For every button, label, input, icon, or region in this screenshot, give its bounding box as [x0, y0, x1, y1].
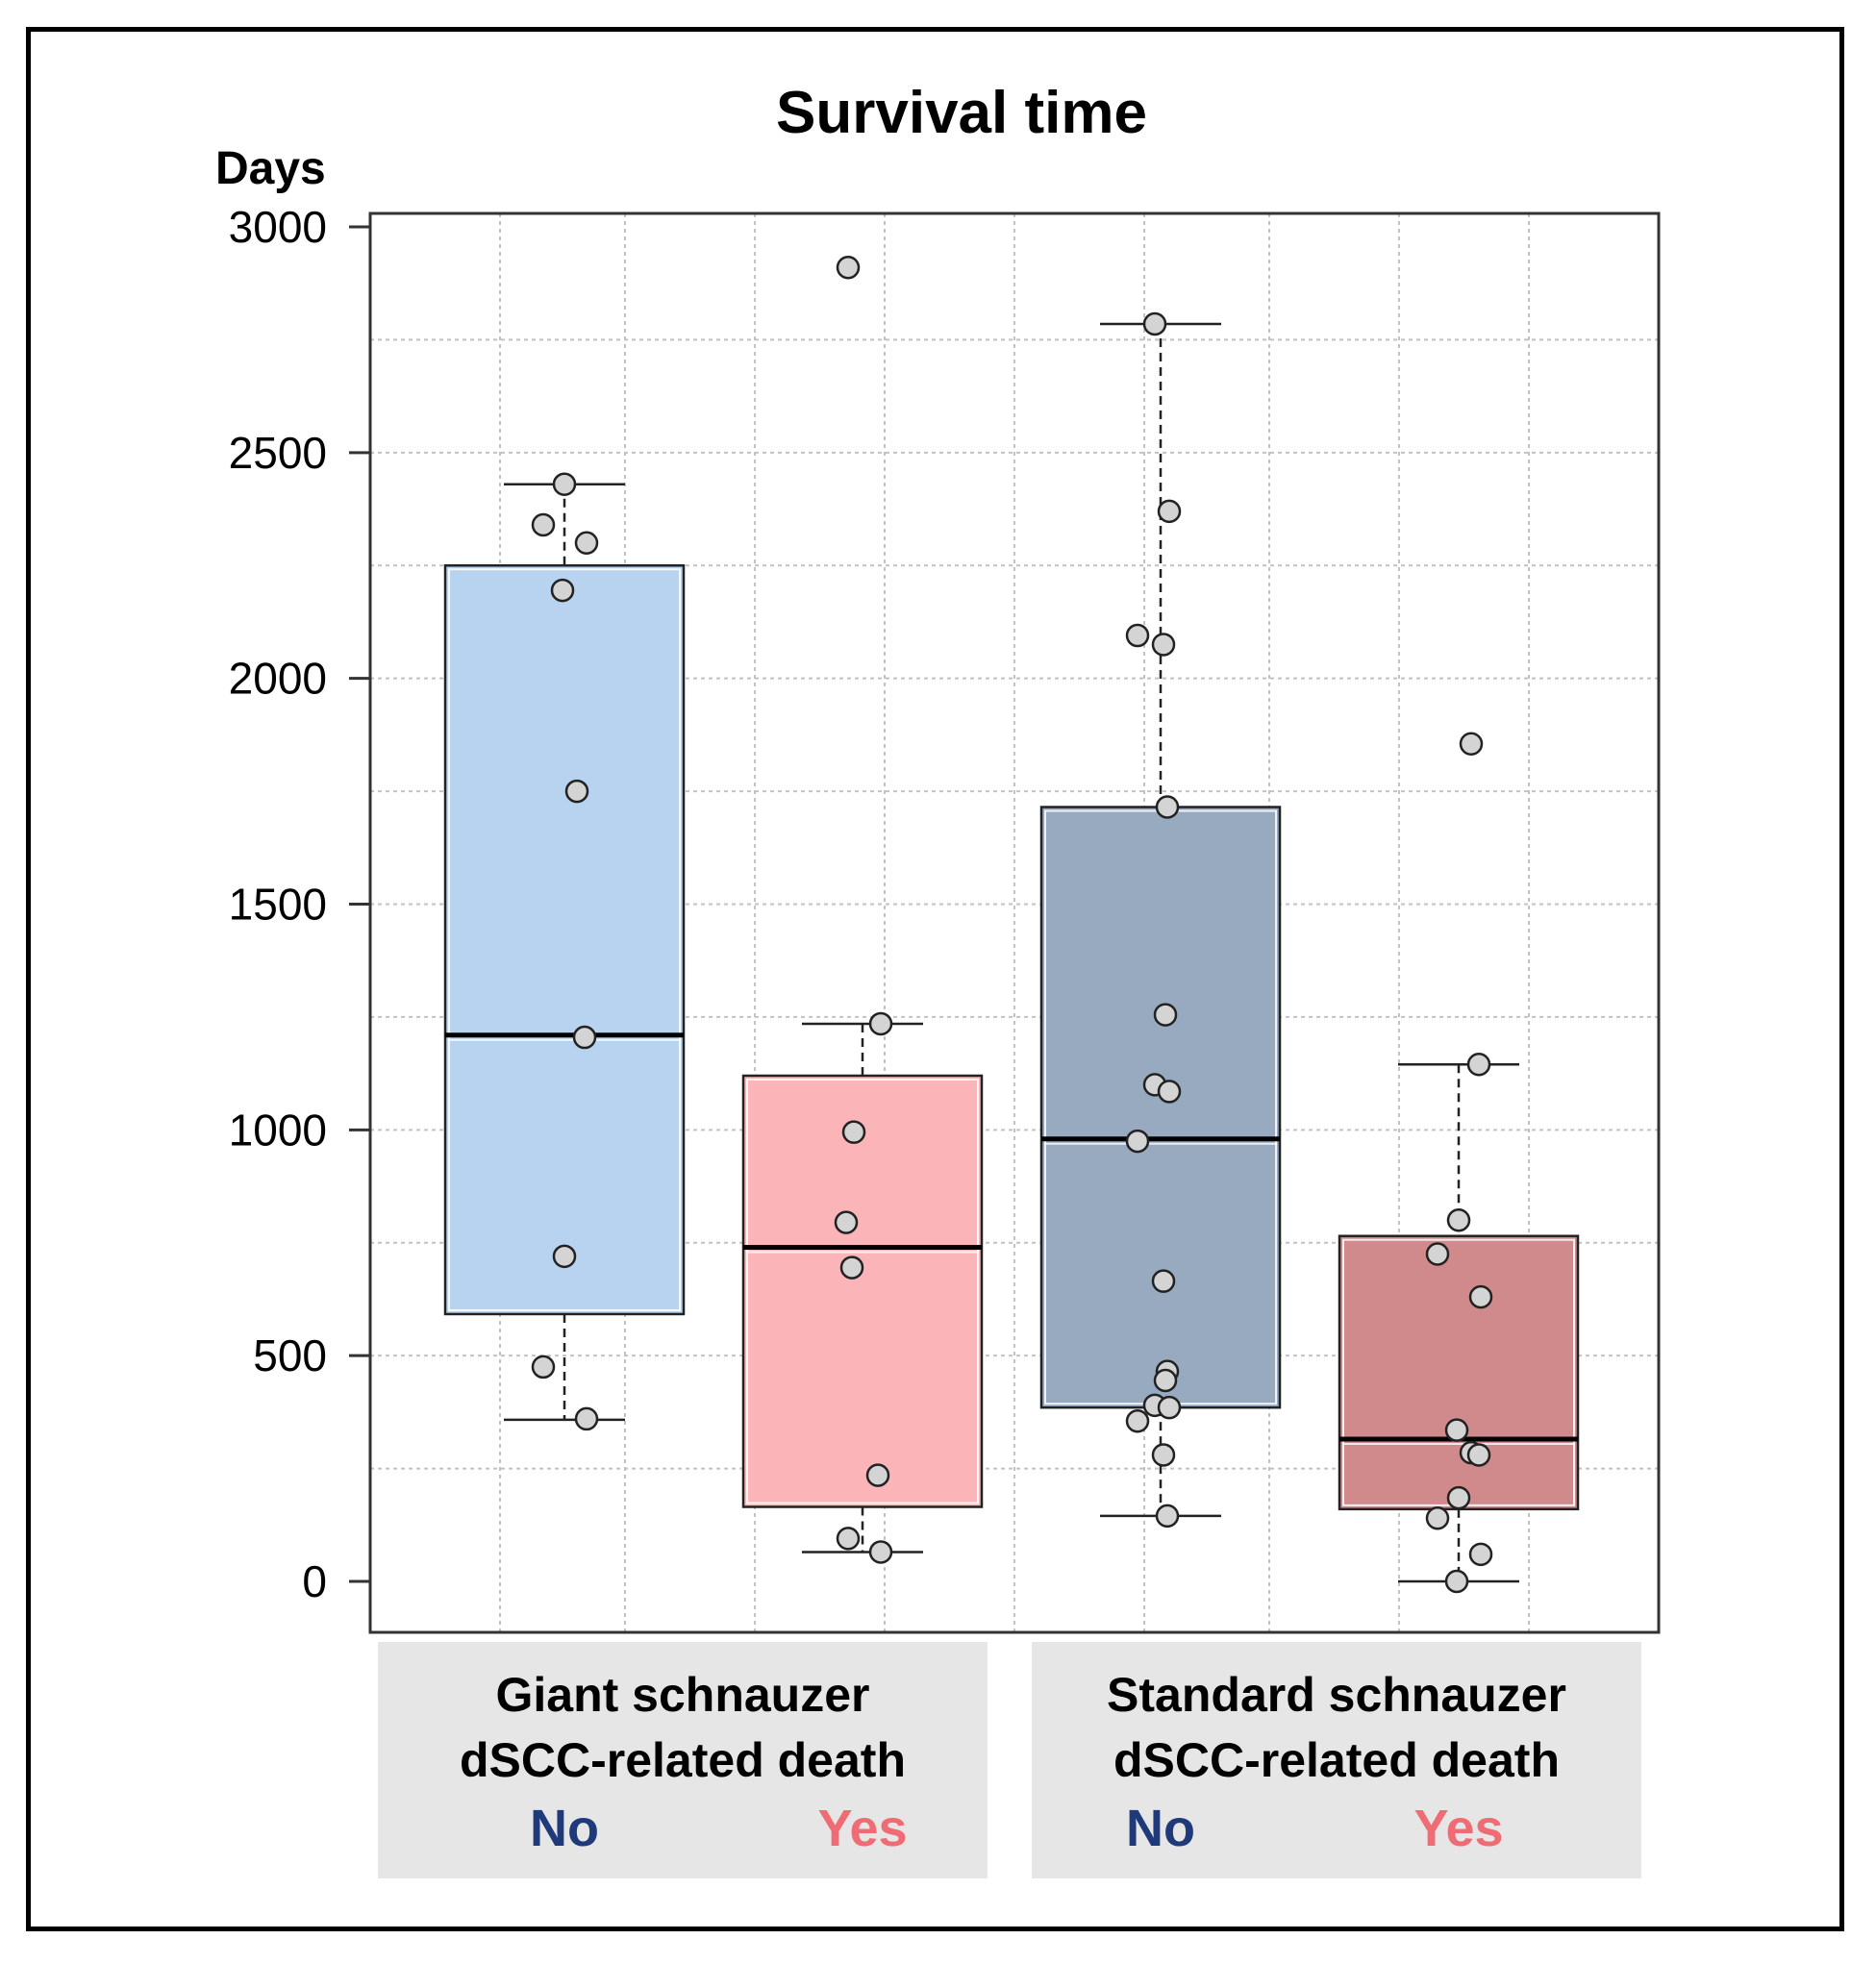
data-point: [1153, 1003, 1178, 1027]
y-tick-label: 1500: [229, 880, 327, 930]
data-point: [1155, 795, 1180, 819]
data-point: [1466, 1443, 1491, 1467]
chart-title: Survival time: [776, 80, 1147, 146]
data-point: [564, 779, 589, 804]
plot-area-border: [368, 211, 1661, 1634]
data-point: [550, 578, 575, 603]
data-point: [1155, 1504, 1180, 1529]
data-point: [552, 1244, 577, 1269]
group-label-panel: [378, 1642, 988, 1878]
data-point: [1157, 1395, 1182, 1420]
data-point: [836, 1527, 861, 1551]
data-point: [572, 1025, 597, 1050]
data-point: [1444, 1569, 1469, 1594]
iqr-box: [741, 1074, 984, 1508]
data-point: [1125, 1409, 1150, 1433]
data-point: [1157, 499, 1182, 524]
group-label-breed: Giant schnauzer: [496, 1668, 870, 1722]
data-point: [1468, 1284, 1493, 1309]
data-point: [1125, 623, 1150, 648]
data-point: [1151, 1269, 1176, 1293]
data-point: [868, 1540, 893, 1564]
y-tick-label: 2000: [229, 654, 327, 704]
group-label-breed: Standard schnauzer: [1107, 1668, 1566, 1722]
data-point: [841, 1120, 866, 1144]
y-tick-label: 1000: [229, 1105, 327, 1155]
data-point: [574, 1406, 599, 1431]
data-point: [834, 1210, 859, 1234]
data-point: [1425, 1505, 1450, 1530]
group-labels: Giant schnauzer dSCC-related death No Yes St…: [378, 1642, 1641, 1878]
iqr-box: [1338, 1234, 1580, 1511]
box-category-label: No: [530, 1800, 599, 1857]
data-point: [839, 1255, 864, 1280]
box-category-label: Yes: [1413, 1800, 1503, 1857]
data-point: [1466, 1052, 1491, 1077]
iqr-box: [443, 564, 686, 1316]
group-label-outcome: dSCC-related death: [460, 1733, 906, 1787]
y-tick-label: 3000: [229, 202, 327, 252]
data-point: [1125, 1129, 1150, 1154]
iqr-box-highlight: [448, 568, 681, 1311]
data-point: [1446, 1208, 1471, 1232]
y-axis-label: Days: [215, 143, 326, 194]
data-point: [1142, 311, 1167, 336]
box-category-label: No: [1126, 1800, 1195, 1857]
data-point: [1425, 1242, 1450, 1266]
data-point: [1153, 1368, 1178, 1393]
box-plots: [443, 322, 1580, 1583]
data-point: [531, 512, 556, 537]
data-point: [552, 472, 577, 496]
data-point: [1151, 1443, 1176, 1467]
group-label-panel: [1032, 1642, 1641, 1878]
data-point: [531, 1355, 556, 1380]
y-tick-label: 2500: [229, 428, 327, 478]
data-point: [868, 1011, 893, 1036]
y-axis: 0 500 1000 1500 2000 2500 3000: [229, 202, 372, 1606]
data-points: [531, 256, 1493, 1594]
iqr-box: [1039, 806, 1282, 1409]
data-point: [1446, 1485, 1471, 1510]
data-point: [1468, 1542, 1493, 1567]
y-tick-label: 0: [302, 1556, 327, 1606]
iqr-box-highlight: [746, 1078, 979, 1504]
data-point: [865, 1463, 890, 1487]
data-point: [1151, 633, 1176, 657]
group-label-outcome: dSCC-related death: [1113, 1733, 1560, 1787]
data-point: [1157, 1080, 1182, 1104]
data-point: [1444, 1418, 1469, 1442]
data-point: [1459, 732, 1484, 757]
box-category-label: Yes: [817, 1800, 907, 1857]
data-point: [836, 256, 861, 280]
y-tick-label: 500: [253, 1330, 327, 1380]
data-point: [574, 531, 599, 556]
